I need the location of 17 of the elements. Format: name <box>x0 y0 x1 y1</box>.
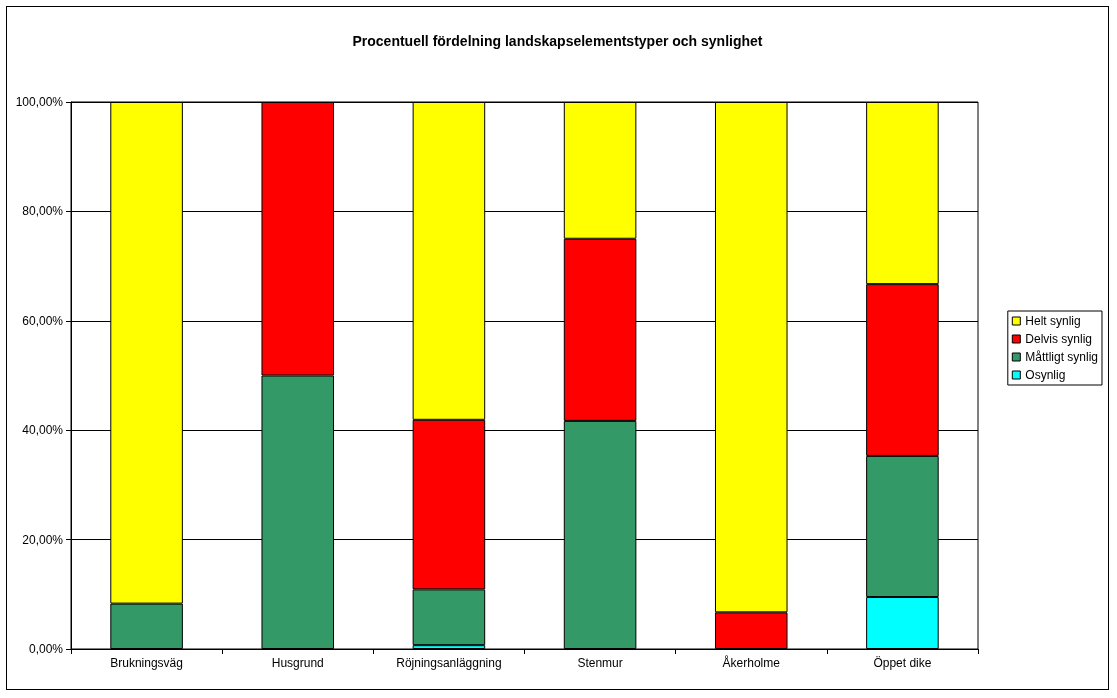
y-tick-label: 60,00% <box>22 313 64 328</box>
x-tick-label: Stenmur <box>577 656 623 670</box>
y-tick-label: 20,00% <box>22 532 64 547</box>
x-tick-label: Röjningsanläggning <box>396 656 502 670</box>
chart-title: Procentuell fördelning landskapselementstyper och synlighet <box>352 33 763 49</box>
y-tick-label: 80,00% <box>22 204 64 219</box>
legend-label: Osynlig <box>1025 368 1066 382</box>
x-tick-label: Brukningsväg <box>110 656 183 670</box>
x-tick-label: Öppet dike <box>873 656 932 670</box>
legend-label: Måttligt synlig <box>1025 350 1099 364</box>
x-tick-label: Åkerholme <box>722 655 781 670</box>
y-tick-label: 40,00% <box>22 423 64 438</box>
y-tick-label: 0,00% <box>28 642 64 656</box>
x-tick-label: Husgrund <box>271 656 324 670</box>
legend-label: Delvis synlig <box>1025 332 1092 346</box>
legend-label: Helt synlig <box>1025 314 1081 328</box>
y-tick-label: 100,00% <box>15 95 64 109</box>
